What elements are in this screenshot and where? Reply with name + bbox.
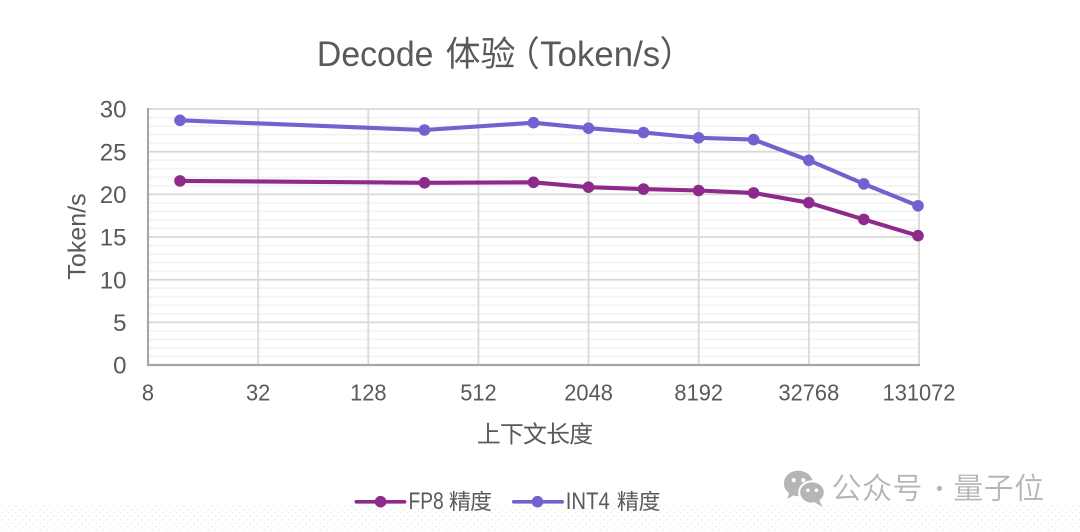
svg-text:131072: 131072 xyxy=(883,380,956,406)
svg-text:INT4: INT4 xyxy=(566,487,610,514)
svg-text:20: 20 xyxy=(100,182,127,209)
svg-text:8: 8 xyxy=(142,380,154,406)
svg-text:Token/s: Token/s xyxy=(540,35,660,74)
svg-text:30: 30 xyxy=(100,97,127,124)
svg-text:Token/s: Token/s xyxy=(64,193,92,279)
svg-text:32768: 32768 xyxy=(778,380,839,406)
svg-text:Decode: Decode xyxy=(317,35,434,74)
svg-text:5: 5 xyxy=(113,310,126,337)
svg-text:FP8: FP8 xyxy=(409,487,444,515)
svg-text:2048: 2048 xyxy=(564,380,613,406)
svg-text:32: 32 xyxy=(246,380,270,406)
svg-text:128: 128 xyxy=(350,380,386,406)
svg-text:25: 25 xyxy=(100,139,127,166)
svg-text:15: 15 xyxy=(100,225,127,252)
svg-text:512: 512 xyxy=(460,380,496,406)
svg-text:10: 10 xyxy=(100,267,127,294)
svg-text:0: 0 xyxy=(113,353,126,380)
svg-text:8192: 8192 xyxy=(674,380,723,406)
